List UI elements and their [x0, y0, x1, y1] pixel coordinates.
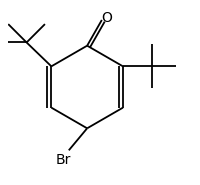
Text: Br: Br	[56, 153, 71, 167]
Text: O: O	[101, 11, 112, 25]
